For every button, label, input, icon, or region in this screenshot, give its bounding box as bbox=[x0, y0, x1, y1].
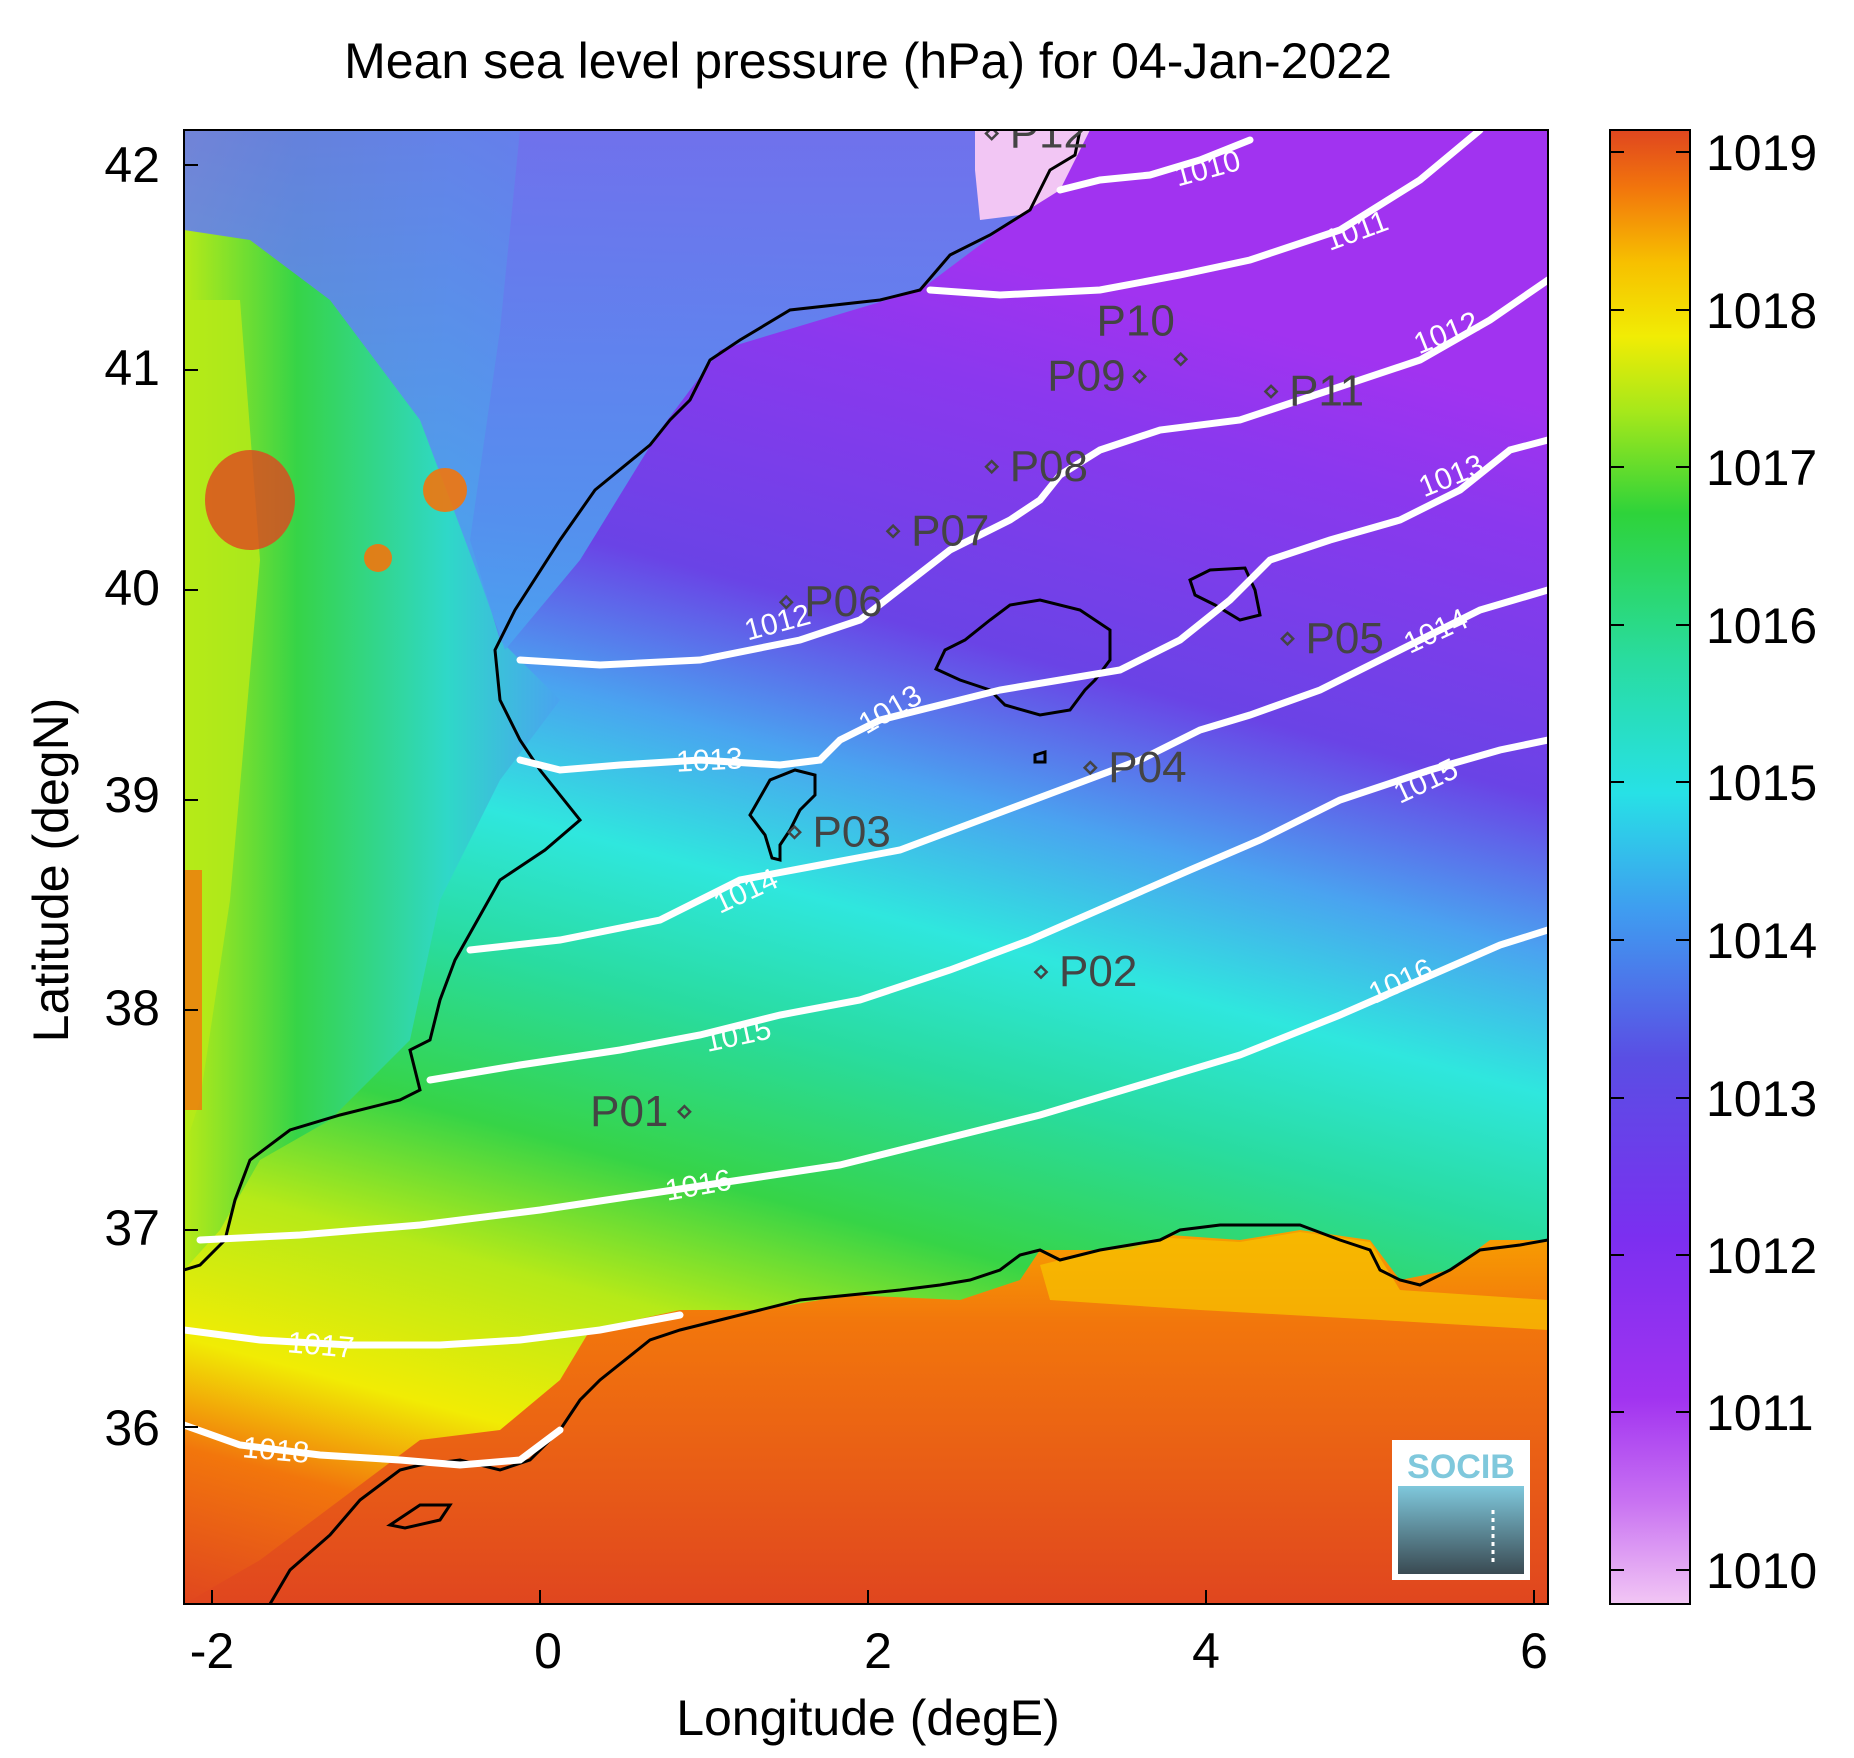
station-marker bbox=[1132, 369, 1148, 384]
station-marker bbox=[778, 594, 794, 610]
alboran-island bbox=[386, 1503, 453, 1530]
station-label: P12 bbox=[1010, 109, 1088, 158]
colorbar-tick-label: 1011 bbox=[1706, 1385, 1814, 1441]
iberia-coastline bbox=[184, 130, 1082, 1272]
coastlines bbox=[184, 130, 1548, 1604]
isobar-1013 bbox=[516, 436, 1548, 774]
colorbar-tick-label: 1010 bbox=[1706, 1543, 1817, 1599]
y-tick-label: 40 bbox=[104, 560, 160, 616]
station-marker bbox=[787, 824, 802, 840]
logo-gradient bbox=[1398, 1486, 1524, 1574]
logo-text: SOCIB bbox=[1407, 1448, 1515, 1486]
africa-coastline bbox=[268, 1223, 1548, 1604]
y-axis-ticks: 36 37 38 39 40 41 42 bbox=[104, 137, 160, 1456]
x-tick-label: 2 bbox=[864, 1623, 892, 1679]
isobar-1010 bbox=[1056, 136, 1254, 194]
x-axis-label: Longitude (degE) bbox=[676, 1690, 1060, 1746]
station-marker bbox=[984, 459, 1000, 475]
x-tick-label: 0 bbox=[534, 1623, 562, 1679]
station-marker bbox=[885, 523, 901, 539]
station-label: P04 bbox=[1108, 743, 1186, 792]
map-title: Mean sea level pressure (hPa) for 04-Jan… bbox=[344, 33, 1392, 89]
y-tick-label: 41 bbox=[104, 340, 160, 396]
y-tick-label: 39 bbox=[104, 767, 160, 823]
orography-high-3 bbox=[364, 544, 392, 572]
cabrera-coastline bbox=[1033, 749, 1047, 764]
contour-label: 1013 bbox=[675, 742, 743, 778]
station-label: P08 bbox=[1010, 442, 1088, 491]
low-pressure-area bbox=[975, 130, 1090, 220]
socib-logo: SOCIB bbox=[1392, 1440, 1530, 1580]
orography-high-1 bbox=[205, 450, 295, 550]
y-tick-label: 42 bbox=[104, 137, 160, 193]
isobars bbox=[184, 130, 1548, 1469]
colorbar-tick-marks bbox=[1610, 151, 1690, 1571]
station-label: P09 bbox=[1047, 351, 1125, 400]
y-tick-label: 37 bbox=[104, 1200, 160, 1256]
africa-land bbox=[184, 1230, 1548, 1604]
orography-west-edge bbox=[184, 870, 202, 1110]
colorbar-tick-label: 1014 bbox=[1706, 913, 1817, 969]
station-points: P01 P02 P03 P04 P05 P06 P07 P08 P09 P10 P11 P12 bbox=[590, 109, 1384, 1136]
iberia-north-land bbox=[184, 130, 1080, 650]
y-axis-label: Latitude (degN) bbox=[23, 698, 79, 1043]
y-tick-label: 36 bbox=[104, 1400, 160, 1456]
menorca-coastline bbox=[1188, 566, 1262, 622]
colorbar-tick-label: 1016 bbox=[1706, 598, 1817, 654]
station-label: P02 bbox=[1059, 947, 1137, 996]
station-label: P06 bbox=[804, 577, 882, 626]
station-marker bbox=[1263, 384, 1279, 399]
station-label: P11 bbox=[1289, 367, 1364, 416]
contour-label: 1017 bbox=[286, 1326, 355, 1365]
station-label: P03 bbox=[813, 807, 891, 856]
isobar-1016 bbox=[196, 926, 1548, 1244]
x-tick-label: 4 bbox=[1192, 1623, 1220, 1679]
colorbar-tick-label: 1013 bbox=[1706, 1071, 1817, 1127]
isobar-1018 bbox=[184, 1421, 564, 1469]
map-frame bbox=[183, 129, 1549, 1605]
colorbar: 1010 1011 1012 1013 1014 1015 1016 1017 … bbox=[1609, 125, 1817, 1605]
mallorca-coastline bbox=[933, 598, 1112, 717]
station-marker bbox=[676, 1104, 692, 1120]
station-label: P10 bbox=[1097, 296, 1175, 345]
x-axis-ticks: -2 0 2 4 6 bbox=[190, 1623, 1548, 1679]
isobar-1012 bbox=[516, 276, 1548, 669]
station-marker bbox=[1082, 760, 1098, 776]
station-label: P05 bbox=[1306, 614, 1384, 663]
station-marker bbox=[1280, 631, 1295, 647]
map-panel: 1010 1011 1012 1012 1013 1013 1013 1014 … bbox=[184, 109, 1548, 1604]
orography-high-2 bbox=[423, 468, 467, 512]
isobar-1017 bbox=[184, 1311, 684, 1349]
colorbar-tick-label: 1018 bbox=[1706, 283, 1817, 339]
isobar-1014 bbox=[466, 586, 1548, 954]
x-tick-label: -2 bbox=[190, 1623, 234, 1679]
colorbar-tick-label: 1015 bbox=[1706, 755, 1817, 811]
x-tick-label: 6 bbox=[1520, 1623, 1548, 1679]
colorbar-tick-label: 1012 bbox=[1706, 1228, 1817, 1284]
station-label: P07 bbox=[911, 506, 989, 555]
colorbar-tick-label: 1019 bbox=[1706, 125, 1817, 181]
contour-label: 1018 bbox=[241, 1431, 310, 1470]
station-marker bbox=[1033, 964, 1049, 980]
isobar-1015 bbox=[426, 736, 1548, 1084]
station-label: P01 bbox=[590, 1087, 668, 1136]
y-tick-label: 38 bbox=[104, 980, 160, 1036]
isobar-1011 bbox=[926, 130, 1484, 299]
africa-coastal-band bbox=[1040, 1232, 1548, 1330]
station-marker bbox=[1173, 351, 1189, 367]
axis-tick-marks bbox=[184, 164, 1535, 1604]
colorbar-ramp bbox=[1609, 129, 1691, 1605]
colorbar-tick-label: 1017 bbox=[1706, 440, 1817, 496]
